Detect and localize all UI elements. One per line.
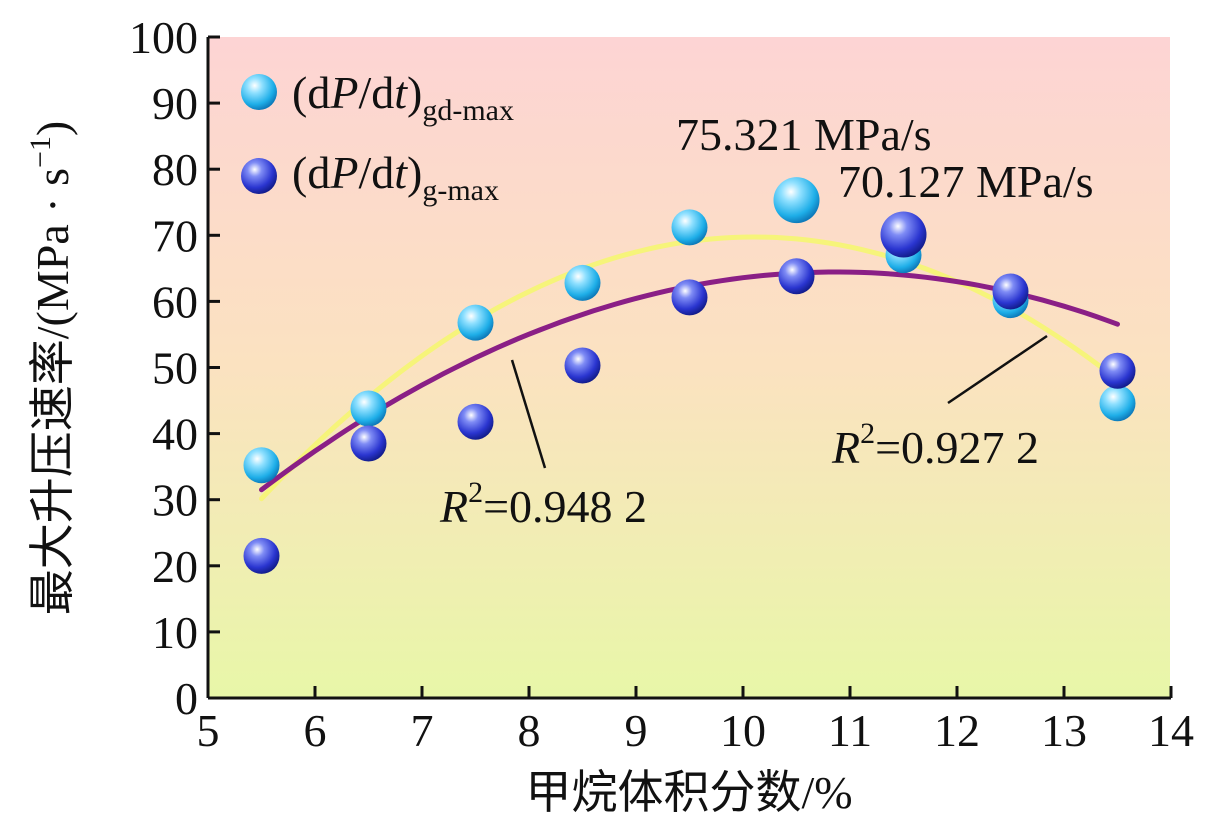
y-tick-label: 70 [152,210,198,261]
x-tick-label: 14 [1148,705,1194,756]
y-tick-label: 20 [152,541,198,592]
y-tick-label: 100 [129,12,198,63]
x-tick-label: 11 [828,705,872,756]
peak-label-gd-max: 75.321 MPa/s [676,109,932,160]
leader-line-g-max [510,359,547,469]
legend-label-g-max: (dP/dt)g-max [292,147,499,207]
point-gd-max [1099,385,1136,422]
point-gd-max [350,390,387,427]
point-g-max [243,537,280,574]
x-tick-label: 5 [197,705,220,756]
x-axis-ticks: 5 6 7 8 9 10 11 12 13 14 [197,686,1194,756]
point-gd-max [457,304,494,341]
point-g-max [671,279,708,316]
y-tick-label: 40 [152,409,198,460]
x-tick-label: 8 [518,705,541,756]
point-gd-max [773,177,820,224]
data-points [243,177,1136,574]
x-axis-title: 甲烷体积分数/% [525,767,852,818]
point-g-max [1099,352,1136,389]
x-tick-label: 7 [411,705,434,756]
y-axis-title: 最大升压速率/(MPa · s−1) [24,121,78,615]
y-tick-label: 90 [152,78,198,129]
y-tick-label: 10 [152,607,198,658]
point-gd-max [564,264,601,301]
legend-marker-gd-max [241,74,277,110]
y-tick-label: 60 [152,276,198,327]
legend: (dP/dt)gd-max (dP/dt)g-max [241,67,514,207]
leader-line-gd-max [947,334,1048,405]
legend-label-gd-max: (dP/dt)gd-max [292,67,514,127]
r2-label-g-max: R2=0.948 2 [439,476,647,532]
point-g-max [992,273,1029,310]
r2-leader-lines [510,334,1048,469]
point-gd-max [243,447,280,484]
plot-background [208,37,1170,698]
x-tick-label: 6 [304,705,327,756]
point-g-max [457,403,494,440]
point-g-max [564,347,601,384]
x-tick-label: 13 [1041,705,1087,756]
y-tick-label: 80 [152,144,198,195]
x-tick-label: 10 [720,705,766,756]
point-g-max [880,211,927,258]
x-tick-label: 12 [934,705,980,756]
point-gd-max [671,209,708,246]
y-axis-title-text: 最大升压速率/(MPa · s−1) [24,121,78,615]
y-axis-ticks: 0 10 20 30 40 50 60 70 80 90 100 [129,12,220,724]
y-tick-label: 0 [175,673,198,724]
legend-marker-g-max [241,158,277,194]
peak-label-g-max: 70.127 MPa/s [838,156,1094,207]
point-g-max [350,425,387,462]
point-g-max [778,258,815,295]
r2-label-gd-max: R2=0.927 2 [831,417,1039,473]
y-tick-label: 50 [152,343,198,394]
y-tick-label: 30 [152,475,198,526]
x-tick-label: 9 [625,705,648,756]
